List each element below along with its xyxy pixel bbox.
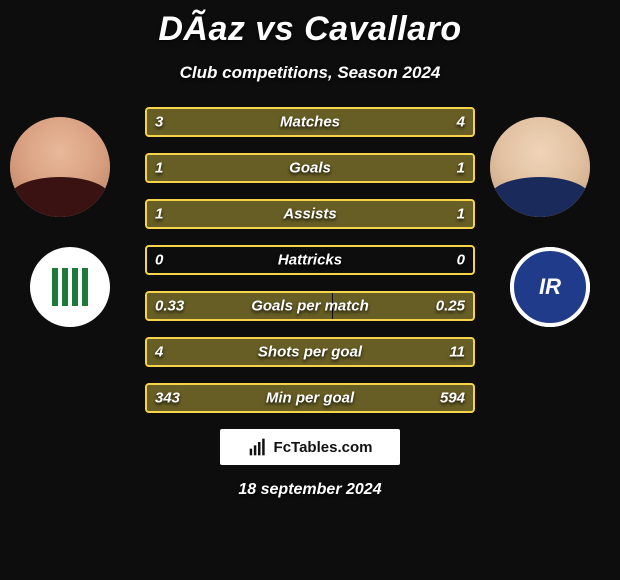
stat-value-left: 0.33 — [155, 298, 184, 315]
stat-fill-right — [310, 155, 473, 181]
stat-value-left: 4 — [155, 344, 163, 361]
stat-row: 4 11 Shots per goal — [145, 337, 475, 367]
brand-text: FcTables.com — [274, 439, 373, 456]
stat-value-left: 1 — [155, 206, 163, 223]
stat-row: 1 1 Goals — [145, 153, 475, 183]
stat-fill-left — [147, 155, 310, 181]
stat-value-left: 3 — [155, 114, 163, 131]
stat-fill-left — [147, 109, 287, 135]
stat-value-left: 1 — [155, 160, 163, 177]
stat-value-left: 343 — [155, 390, 180, 407]
stat-value-right: 1 — [457, 206, 465, 223]
stat-value-right: 11 — [449, 344, 465, 361]
comparison-arena: IR 34Matches11Goals11Assists00Hattricks0… — [0, 107, 620, 413]
brand-box: FcTables.com — [220, 429, 400, 465]
stat-label: Matches — [280, 114, 340, 131]
player-right-photo — [490, 117, 590, 217]
avatar — [490, 117, 590, 217]
club-stripes-icon — [52, 268, 88, 306]
stat-row: 1 1 Assists — [145, 199, 475, 229]
stat-value-right: 0.25 — [436, 298, 465, 315]
stat-value-right: 594 — [440, 390, 465, 407]
date-text: 18 september 2024 — [0, 481, 620, 499]
club-right-initials: IR — [539, 274, 561, 300]
stat-label: Assists — [283, 206, 336, 223]
subtitle: Club competitions, Season 2024 — [0, 63, 620, 83]
stat-row: 0 0 Hattricks — [145, 245, 475, 275]
stat-label: Goals — [289, 160, 331, 177]
stat-row: 343 594 Min per goal — [145, 383, 475, 413]
stat-value-right: 0 — [457, 252, 465, 269]
avatar-shoulders — [490, 177, 590, 217]
chart-icon — [248, 437, 268, 457]
club-right-badge-inner: IR — [510, 247, 590, 327]
stat-value-right: 4 — [457, 114, 465, 131]
stat-bars: 34Matches11Goals11Assists00Hattricks0.33… — [145, 107, 475, 413]
stat-value-left: 0 — [155, 252, 163, 269]
stat-value-right: 1 — [457, 160, 465, 177]
stat-label: Hattricks — [278, 252, 342, 269]
stat-label: Shots per goal — [258, 344, 362, 361]
avatar-shoulders — [10, 177, 110, 217]
player-left-photo — [10, 117, 110, 217]
avatar — [10, 117, 110, 217]
stat-row: 0.33 0.25 Goals per match — [145, 291, 475, 321]
club-right-badge: IR — [510, 247, 590, 327]
club-left-badge-inner — [30, 247, 110, 327]
club-left-badge — [30, 247, 110, 327]
page-title: DÃ­az vs Cavallaro — [0, 0, 620, 49]
stat-row: 3 4 Matches — [145, 107, 475, 137]
stat-label: Goals per match — [251, 298, 369, 315]
stat-label: Min per goal — [266, 390, 354, 407]
